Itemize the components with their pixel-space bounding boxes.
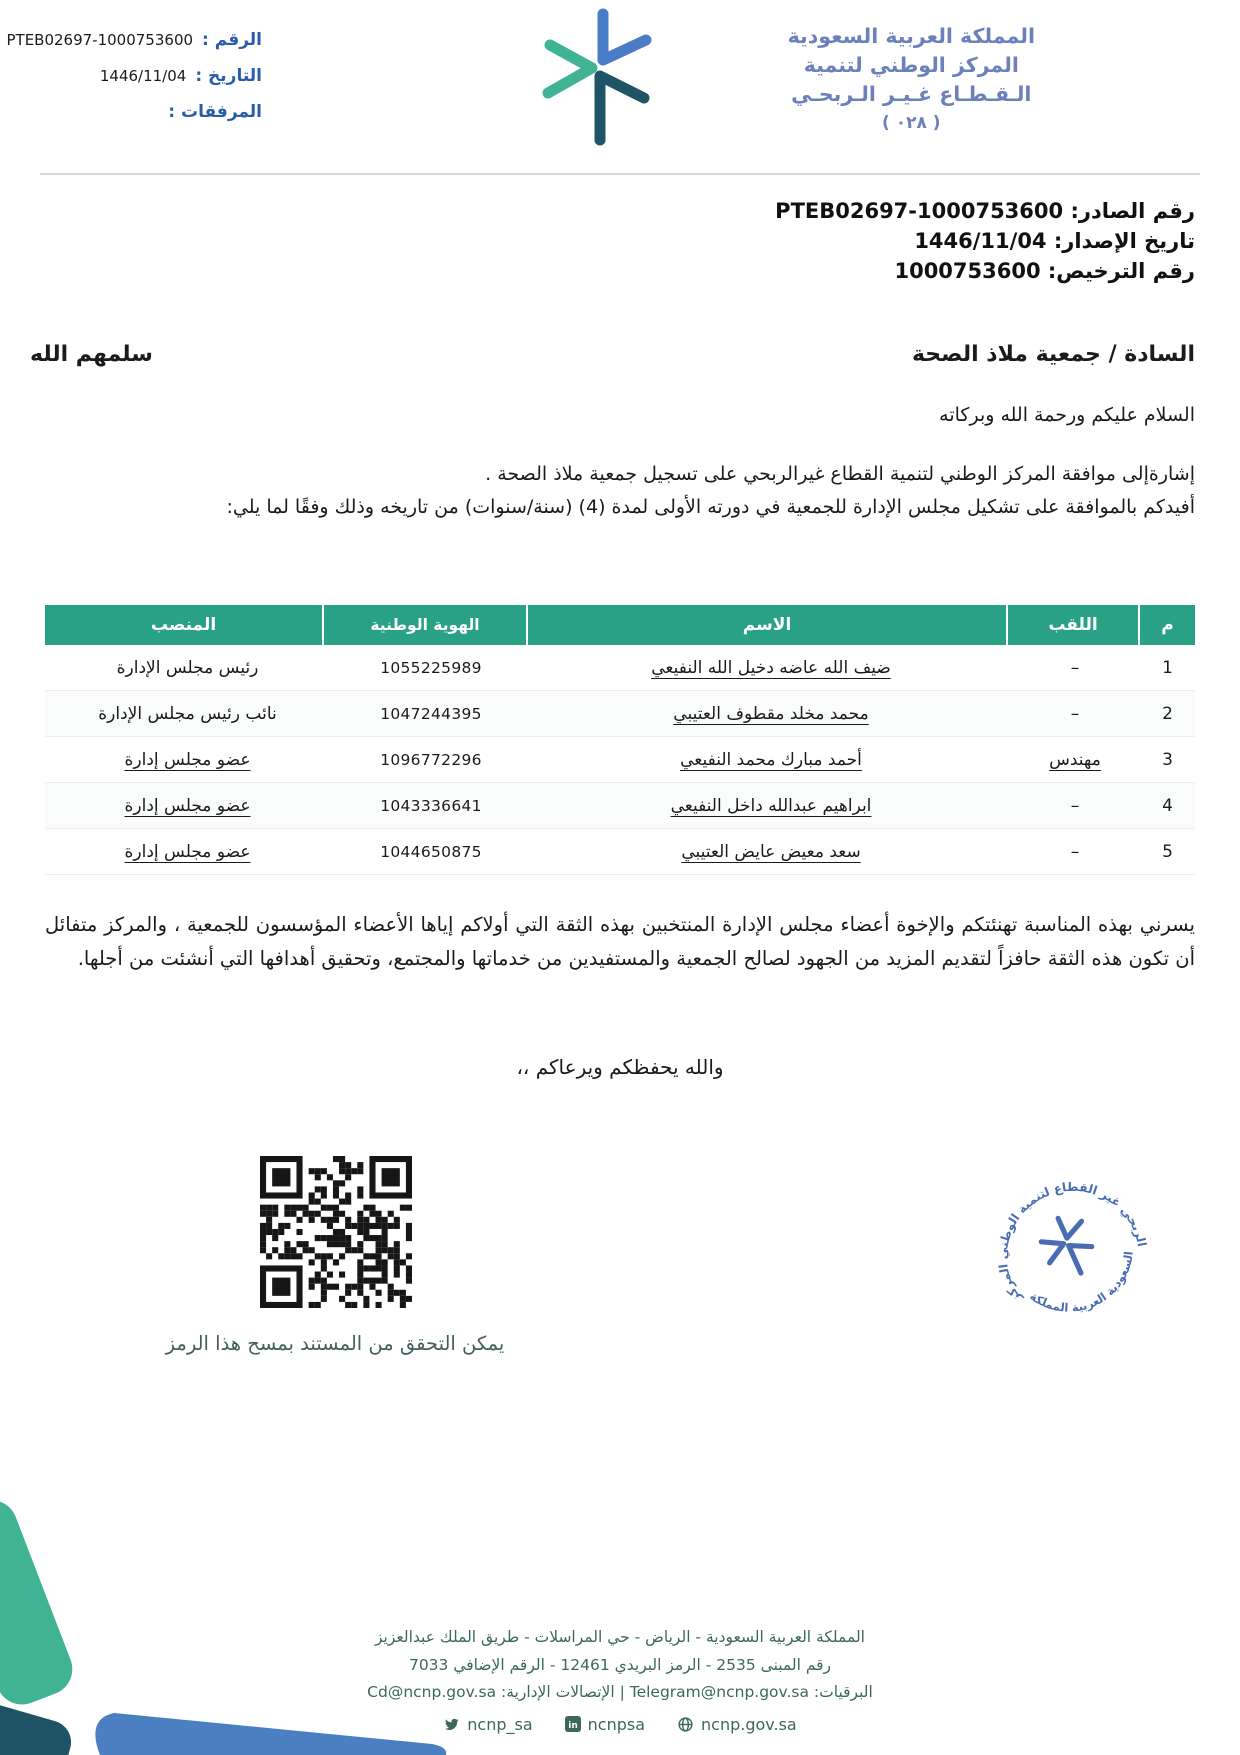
table-cell: – — [1070, 703, 1080, 724]
table-cell: رئيس مجلس الإدارة — [116, 657, 259, 678]
table-row: 1 – ضيف الله عاضه دخيل الله النفيعي 1055225… — [45, 645, 1195, 691]
table-row: 2 – محمد مخلد مقطوف العتيبي 1047244395 نائب … — [45, 691, 1195, 737]
table-cell: عضو مجلس إدارة — [124, 795, 251, 816]
qr-caption: يمكن التحقق من المستند بمسح هذا الرمز — [165, 1332, 505, 1355]
table-cell: 2 — [1162, 703, 1173, 724]
salutation: سلمهم الله — [30, 342, 153, 367]
org-name-line: المركز الوطني لتنمية — [803, 53, 1019, 77]
globe-icon — [678, 1717, 693, 1732]
board-table: م اللقب الاسم الهوية الوطنية المنصب 1 – ضي… — [45, 605, 1195, 875]
twitter-item: ncnp_sa — [443, 1711, 533, 1739]
table-cell: 4 — [1162, 795, 1173, 816]
col-header-title: اللقب — [1008, 605, 1140, 645]
table-cell: أحمد مبارك محمد النفيعي — [680, 749, 862, 770]
footer: المملكة العربية السعودية - الرياض - حي ا… — [0, 1624, 1240, 1738]
table-row: 4 – ابراهيم عبدالله داخل النفيعي 1043336641… — [45, 783, 1195, 829]
table-cell: 1 — [1162, 657, 1173, 678]
social-row: ncnp_sa in ncnpsa ncnp.gov.sa — [0, 1711, 1240, 1739]
meta-row-date: التاريخ : 1446/11/04 — [30, 66, 262, 86]
linkedin-item: in ncnpsa — [564, 1711, 646, 1739]
table-cell: سعد معيض عايض العتيبي — [681, 841, 861, 862]
header-divider — [40, 173, 1200, 175]
table-cell: 5 — [1162, 841, 1173, 862]
farewell: والله يحفظكم ويرعاكم ،، — [516, 1055, 724, 1079]
stamp-star-icon — [1038, 1215, 1095, 1276]
body-text: إشارةإلى موافقة المركز الوطني لتنمية الق… — [40, 458, 1195, 524]
col-header-position: المنصب — [45, 605, 324, 645]
org-code: ( ٠٢٨ ) — [882, 113, 941, 133]
date-label: التاريخ : — [195, 66, 262, 86]
license-number: رقم الترخيص: 1000753600 — [894, 259, 1195, 283]
official-stamp: الربحي غير القطاع لتنمية الوطني المركز ا… — [981, 1160, 1152, 1334]
greeting: السلام عليكم ورحمة الله وبركاته — [939, 404, 1195, 426]
number-value: PTEB02697-1000753600 — [6, 31, 194, 49]
attachments-label: المرفقات : — [168, 102, 262, 122]
contacts-line: البرقيات: Telegram@ncnp.gov.sa | الإتصال… — [367, 1683, 873, 1701]
body-paragraph-1: إشارةإلى موافقة المركز الوطني لتنمية الق… — [485, 463, 1195, 485]
org-name-line: الـقـطـاع غـيـر الـربحـي — [791, 82, 1032, 106]
website-item: ncnp.gov.sa — [677, 1711, 797, 1739]
table-cell: عضو مجلس إدارة — [124, 841, 251, 862]
org-name: المملكة العربية السعودية المركز الوطني ل… — [788, 22, 1035, 138]
org-name-line: المملكة العربية السعودية — [787, 24, 1035, 48]
reference-block: رقم الصادر: PTEB02697-1000753600 تاريخ ا… — [775, 196, 1195, 286]
ncnp-logo-icon — [542, 8, 652, 146]
closing-paragraph: يسرني بهذه المناسبة تهنئتكم والإخوة أعضا… — [45, 913, 1195, 970]
table-cell: عضو مجلس إدارة — [124, 749, 251, 770]
addressee: السادة / جمعية ملاذ الصحة — [911, 342, 1195, 367]
outgoing-number: رقم الصادر: PTEB02697-1000753600 — [775, 199, 1195, 223]
table-cell: مهندس — [1049, 749, 1101, 770]
table-cell: 3 — [1162, 749, 1173, 770]
address-line-2: رقم المبنى 2535 - الرمز البريدي 12461 - … — [408, 1655, 832, 1674]
address-line-1: المملكة العربية السعودية - الرياض - حي ا… — [375, 1628, 865, 1646]
table-cell: نائب رئيس مجلس الإدارة — [98, 703, 277, 724]
table-cell: 1096772296 — [380, 750, 482, 769]
twitter-icon — [445, 1718, 459, 1730]
twitter-handle: ncnp_sa — [467, 1714, 533, 1734]
table-row: 3 مهندس أحمد مبارك محمد النفيعي 1096772296 ع… — [45, 737, 1195, 783]
table-header-row: م اللقب الاسم الهوية الوطنية المنصب — [45, 605, 1195, 645]
body-paragraph-2: أفيدكم بالموافقة على تشكيل مجلس الإدارة … — [226, 496, 1195, 518]
table-cell: – — [1070, 841, 1080, 862]
col-header-national-id: الهوية الوطنية — [324, 605, 528, 645]
table-cell: – — [1070, 657, 1080, 678]
table-cell: 1047244395 — [380, 704, 482, 723]
linkedin-icon: in — [564, 1716, 581, 1733]
table-cell: ابراهيم عبدالله داخل النفيعي — [670, 795, 872, 816]
meta-row-number: الرقم : PTEB02697-1000753600 — [6, 30, 262, 50]
table-cell: محمد مخلد مقطوف العتيبي — [673, 703, 869, 724]
table-cell: 1044650875 — [380, 842, 482, 861]
svg-text:السعودية العربية المملكة: السعودية العربية المملكة — [1024, 1246, 1150, 1334]
table-row: 5 – سعد معيض عايض العتيبي 1044650875 عضو مجل… — [45, 829, 1195, 875]
corner-decoration — [0, 1500, 447, 1755]
issue-date: تاريخ الإصدار: 1446/11/04 — [914, 229, 1195, 253]
website-url: ncnp.gov.sa — [701, 1714, 797, 1734]
qr-code — [260, 1156, 412, 1308]
date-value: 1446/11/04 — [99, 67, 187, 85]
table-cell: ضيف الله عاضه دخيل الله النفيعي — [651, 657, 891, 678]
linkedin-handle: ncnpsa — [587, 1714, 646, 1734]
table-cell: 1043336641 — [380, 796, 482, 815]
table-cell: 1055225989 — [380, 658, 482, 677]
table-cell: – — [1070, 795, 1080, 816]
number-label: الرقم : — [202, 30, 262, 50]
meta-row-attachments: المرفقات : — [30, 102, 262, 122]
board-table-body: 1 – ضيف الله عاضه دخيل الله النفيعي 1055225… — [45, 645, 1195, 875]
col-header-name: الاسم — [528, 605, 1008, 645]
header-meta: الرقم : PTEB02697-1000753600 التاريخ : 1… — [6, 30, 262, 138]
col-header-no: م — [1161, 615, 1174, 635]
svg-text:in: in — [568, 1721, 578, 1731]
